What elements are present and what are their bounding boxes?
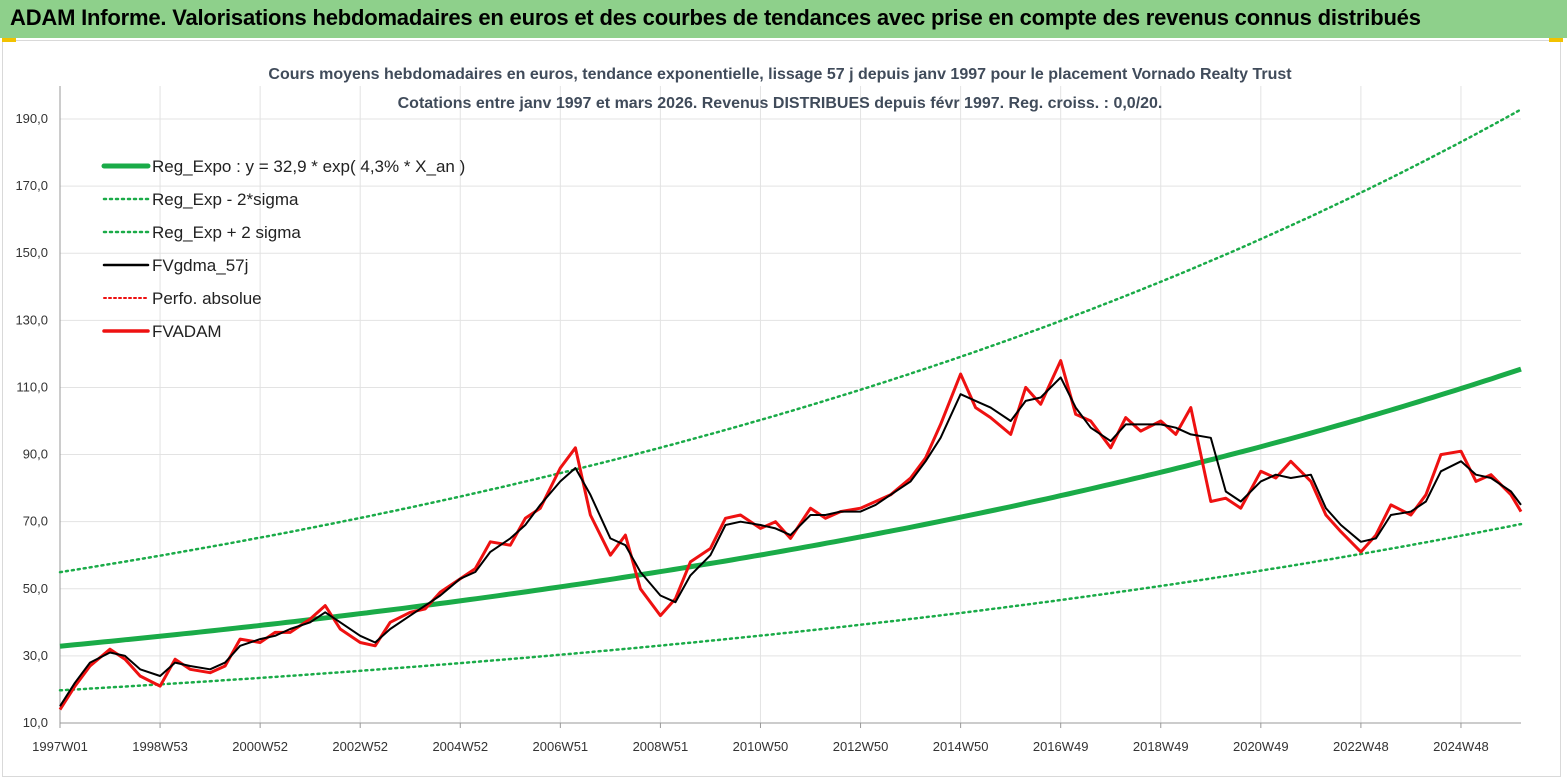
legend: Reg_Expo : y = 32,9 * exp( 4,3% * X_an )… bbox=[101, 157, 465, 341]
x-tick-label: 2004W52 bbox=[432, 739, 488, 754]
x-tick-label: 2024W48 bbox=[1433, 739, 1489, 754]
y-tick-label: 130,0 bbox=[15, 312, 48, 327]
report-banner: ADAM Informe. Valorisations hebdomadaire… bbox=[0, 0, 1567, 38]
y-tick-label: 50,0 bbox=[23, 581, 48, 596]
y-tick-label: 30,0 bbox=[23, 648, 48, 663]
y-tick-label: 150,0 bbox=[15, 245, 48, 260]
series-fvadam bbox=[58, 359, 1523, 711]
legend-label: Reg_Exp - 2*sigma bbox=[152, 190, 299, 209]
chart-title-line-1: Cours moyens hebdomadaires en euros, ten… bbox=[268, 66, 1292, 83]
x-tick-label: 2000W52 bbox=[232, 739, 288, 754]
chart-frame bbox=[2, 40, 1561, 777]
legend-label: Reg_Expo : y = 32,9 * exp( 4,3% * X_an ) bbox=[152, 157, 465, 176]
x-tick-label: 2020W49 bbox=[1233, 739, 1289, 754]
x-tick-label: 2010W50 bbox=[733, 739, 789, 754]
corner-marker-right bbox=[1549, 38, 1563, 42]
legend-label: FVADAM bbox=[152, 322, 222, 341]
legend-label: FVgdma_57j bbox=[152, 256, 248, 275]
x-tick-label: 2022W48 bbox=[1333, 739, 1389, 754]
series-reg-expo bbox=[59, 366, 1522, 649]
grid bbox=[59, 86, 1521, 724]
y-tick-label: 110,0 bbox=[16, 379, 48, 394]
x-tick-label: 2012W50 bbox=[833, 739, 889, 754]
x-tick-label: 1997W01 bbox=[32, 739, 88, 754]
legend-label: Perfo. absolue bbox=[152, 289, 262, 308]
y-tick-label: 170,0 bbox=[15, 178, 48, 193]
y-tick-label: 190,0 bbox=[15, 111, 48, 126]
x-tick-label: 1998W53 bbox=[132, 739, 188, 754]
y-tick-label: 70,0 bbox=[23, 514, 48, 529]
series-fvgdma-57j bbox=[59, 376, 1522, 707]
x-tick-label: 2014W50 bbox=[933, 739, 989, 754]
y-tick-label: 90,0 bbox=[23, 447, 48, 462]
corner-marker-left bbox=[2, 38, 16, 42]
series-reg-plus-2sigma bbox=[58, 108, 1523, 574]
y-axis: 10,0 30,0 50,0 70,0 90,0 110,0 130,0 150,0 170,0… bbox=[15, 86, 61, 730]
x-tick-label: 2002W52 bbox=[332, 739, 388, 754]
x-tick-label: 2006W51 bbox=[533, 739, 589, 754]
chart-title-line-2: Cotations entre janv 1997 et mars 2026. … bbox=[398, 95, 1163, 112]
x-tick-label: 2008W51 bbox=[633, 739, 689, 754]
x-tick-label: 2018W49 bbox=[1133, 739, 1189, 754]
x-tick-label: 2016W49 bbox=[1033, 739, 1089, 754]
series-reg-minus-2sigma bbox=[58, 522, 1523, 692]
x-axis: 1997W01 1998W53 2000W52 2002W52 2004W52 2006W… bbox=[32, 722, 1521, 754]
report-title: ADAM Informe. Valorisations hebdomadaire… bbox=[10, 5, 1421, 30]
series-group bbox=[58, 108, 1523, 711]
legend-label: Reg_Exp + 2 sigma bbox=[152, 223, 301, 242]
y-tick-label: 10,0 bbox=[23, 715, 48, 730]
